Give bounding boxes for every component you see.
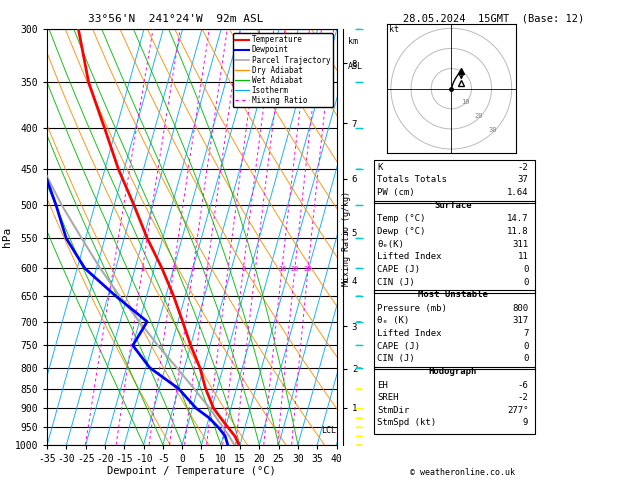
Text: 1.64: 1.64 (507, 188, 528, 197)
Text: CIN (J): CIN (J) (377, 278, 415, 287)
X-axis label: Dewpoint / Temperature (°C): Dewpoint / Temperature (°C) (108, 467, 276, 476)
Text: 311: 311 (512, 240, 528, 249)
Text: 33°56'N  241°24'W  92m ASL: 33°56'N 241°24'W 92m ASL (88, 14, 264, 24)
Text: 30: 30 (488, 127, 497, 133)
Text: 1: 1 (140, 266, 145, 272)
Text: Most Unstable: Most Unstable (418, 290, 488, 299)
Text: 0: 0 (523, 278, 528, 287)
Text: 14.7: 14.7 (507, 214, 528, 224)
Text: kt: kt (389, 25, 399, 35)
Text: 28.05.2024  15GMT  (Base: 12): 28.05.2024 15GMT (Base: 12) (403, 14, 584, 24)
Text: 0: 0 (523, 265, 528, 274)
Text: EH: EH (377, 381, 388, 390)
Text: 11.8: 11.8 (507, 227, 528, 236)
Text: PW (cm): PW (cm) (377, 188, 415, 197)
Text: Mixing Ratio (g/kg): Mixing Ratio (g/kg) (342, 191, 351, 286)
Text: SREH: SREH (377, 393, 399, 402)
Text: 25: 25 (304, 266, 313, 272)
Text: Dewp (°C): Dewp (°C) (377, 227, 426, 236)
Text: 7: 7 (523, 329, 528, 338)
Text: 11: 11 (518, 252, 528, 261)
Text: -2: -2 (518, 163, 528, 172)
Text: 0: 0 (523, 342, 528, 351)
Text: 20: 20 (474, 113, 483, 119)
Text: StmDir: StmDir (377, 406, 409, 415)
Text: 8: 8 (241, 266, 245, 272)
Text: Totals Totals: Totals Totals (377, 175, 447, 185)
Text: Lifted Index: Lifted Index (377, 329, 442, 338)
Text: ASL: ASL (348, 62, 363, 71)
Text: LCL: LCL (321, 426, 336, 435)
Text: K: K (377, 163, 383, 172)
Text: Pressure (mb): Pressure (mb) (377, 304, 447, 313)
Text: 277°: 277° (507, 406, 528, 415)
Text: θₑ(K): θₑ(K) (377, 240, 404, 249)
Text: 16: 16 (277, 266, 286, 272)
Text: 37: 37 (518, 175, 528, 185)
Text: -2: -2 (518, 393, 528, 402)
Text: Surface: Surface (434, 201, 472, 210)
Text: 9: 9 (523, 418, 528, 428)
Text: © weatheronline.co.uk: © weatheronline.co.uk (410, 468, 515, 477)
Text: CAPE (J): CAPE (J) (377, 342, 420, 351)
Text: StmSpd (kt): StmSpd (kt) (377, 418, 437, 428)
Text: 2: 2 (172, 266, 176, 272)
Text: Hodograph: Hodograph (429, 367, 477, 376)
Text: 3: 3 (191, 266, 195, 272)
Legend: Temperature, Dewpoint, Parcel Trajectory, Dry Adiabat, Wet Adiabat, Isotherm, Mi: Temperature, Dewpoint, Parcel Trajectory… (233, 33, 333, 107)
Text: 20: 20 (291, 266, 299, 272)
Text: CIN (J): CIN (J) (377, 354, 415, 364)
Text: 0: 0 (523, 354, 528, 364)
Text: Temp (°C): Temp (°C) (377, 214, 426, 224)
Text: CAPE (J): CAPE (J) (377, 265, 420, 274)
Text: -6: -6 (518, 381, 528, 390)
Text: km: km (348, 37, 358, 47)
Text: 800: 800 (512, 304, 528, 313)
Text: 317: 317 (512, 316, 528, 326)
Text: 10: 10 (460, 99, 469, 105)
Text: Lifted Index: Lifted Index (377, 252, 442, 261)
Y-axis label: hPa: hPa (2, 227, 12, 247)
Text: 4: 4 (205, 266, 209, 272)
Text: θₑ (K): θₑ (K) (377, 316, 409, 326)
